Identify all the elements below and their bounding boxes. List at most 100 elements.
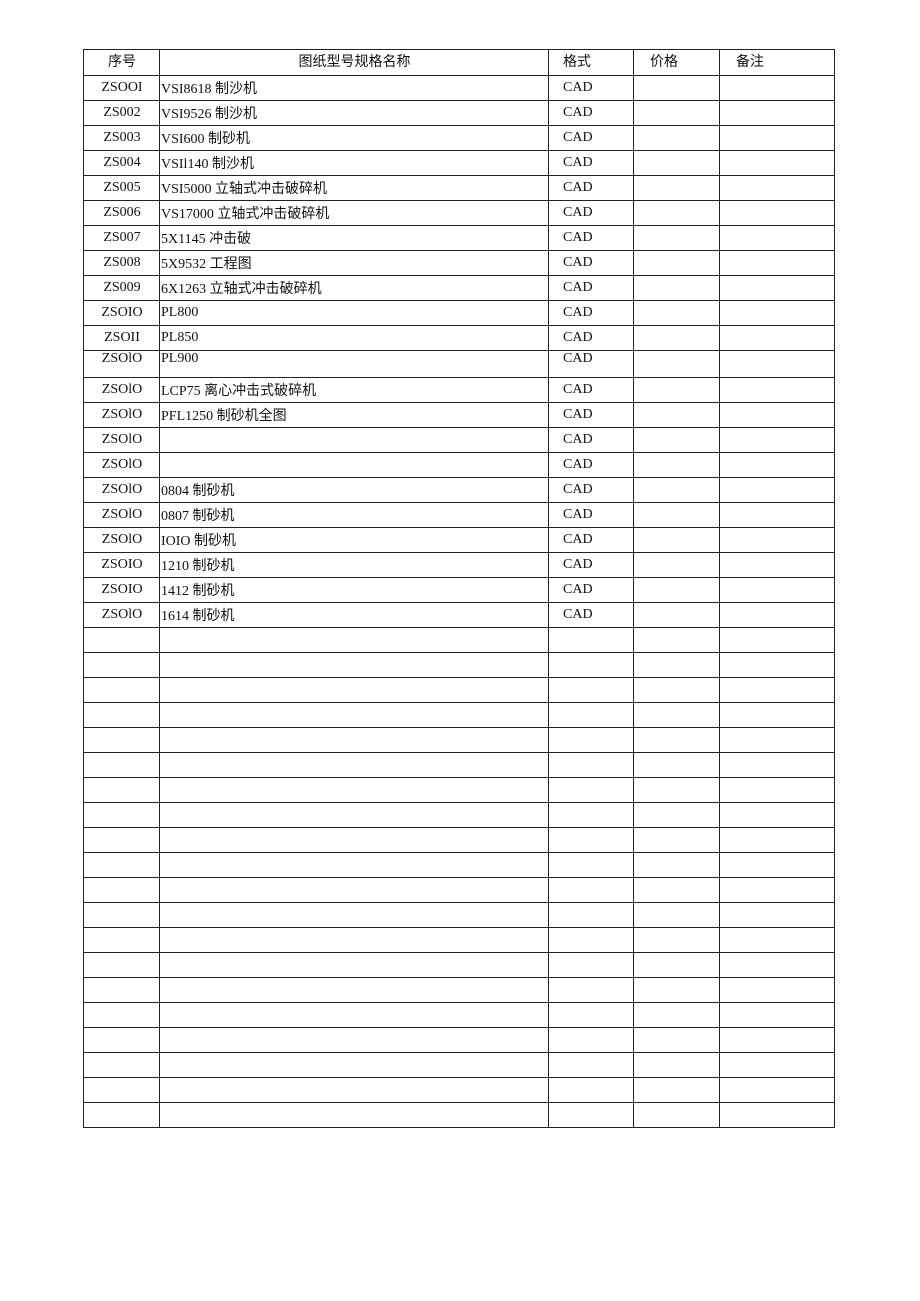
- empty-cell: [719, 752, 835, 778]
- cell-no: ZS004: [83, 150, 160, 176]
- empty-table-row: [83, 652, 835, 678]
- cell-format: CAD: [548, 350, 634, 378]
- cell-no: ZSOOI: [83, 75, 160, 101]
- empty-cell: [548, 1027, 634, 1053]
- empty-cell: [719, 652, 835, 678]
- empty-cell: [633, 952, 720, 978]
- cell-no: ZSOlO: [83, 402, 160, 428]
- table-row: ZS007 5X1145 冲击破 CAD: [83, 225, 835, 251]
- cell-price: [633, 377, 720, 403]
- cell-format: CAD: [548, 225, 634, 251]
- empty-cell: [83, 1002, 160, 1028]
- cell-format: CAD: [548, 377, 634, 403]
- empty-cell: [83, 727, 160, 753]
- empty-cell: [633, 802, 720, 828]
- cell-format: CAD: [548, 125, 634, 151]
- cell-price: [633, 602, 720, 628]
- table-row: ZSOlO IOIO 制砂机 CAD: [83, 527, 835, 553]
- table-row: ZSOlO 1614 制砂机 CAD: [83, 602, 835, 628]
- table-row: ZS003 VSI600 制砂机 CAD: [83, 125, 835, 151]
- cell-no: ZSOlO: [83, 502, 160, 528]
- empty-cell: [548, 827, 634, 853]
- empty-table-row: [83, 977, 835, 1003]
- cell-name: 6X1263 立轴式冲击破碎机: [159, 275, 549, 301]
- empty-cell: [83, 977, 160, 1003]
- cell-format: CAD: [548, 552, 634, 578]
- cell-note: [719, 552, 835, 578]
- cell-name: 1210 制砂机: [159, 552, 549, 578]
- cell-note: [719, 577, 835, 603]
- empty-cell: [83, 952, 160, 978]
- empty-cell: [83, 802, 160, 828]
- cell-price: [633, 125, 720, 151]
- empty-cell: [548, 877, 634, 903]
- empty-table-row: [83, 802, 835, 828]
- cell-format: CAD: [548, 100, 634, 126]
- empty-table-row: [83, 627, 835, 653]
- empty-cell: [548, 1002, 634, 1028]
- empty-cell: [633, 1027, 720, 1053]
- cell-format: CAD: [548, 175, 634, 201]
- empty-cell: [719, 927, 835, 953]
- empty-cell: [633, 902, 720, 928]
- empty-cell: [159, 702, 549, 728]
- cell-price: [633, 75, 720, 101]
- cell-format: CAD: [548, 275, 634, 301]
- cell-price: [633, 350, 720, 378]
- empty-cell: [719, 902, 835, 928]
- cell-no: ZSOIO: [83, 577, 160, 603]
- cell-note: [719, 602, 835, 628]
- empty-table-row: [83, 702, 835, 728]
- cell-format: CAD: [548, 452, 634, 478]
- empty-cell: [719, 727, 835, 753]
- header-no: 序号: [83, 49, 160, 76]
- cell-format: CAD: [548, 577, 634, 603]
- cell-no: ZSOlO: [83, 452, 160, 478]
- empty-table-row: [83, 1052, 835, 1078]
- empty-table-row: [83, 1102, 835, 1128]
- cell-name: VSI8618 制沙机: [159, 75, 549, 101]
- cell-name: PL850: [159, 325, 549, 351]
- cell-note: [719, 452, 835, 478]
- table-row: ZSOlO LCP75 离心冲击式破碎机 CAD: [83, 377, 835, 403]
- cell-note: [719, 377, 835, 403]
- empty-cell: [548, 802, 634, 828]
- empty-table-row: [83, 902, 835, 928]
- empty-cell: [719, 702, 835, 728]
- header-format: 格式: [548, 49, 634, 76]
- empty-cell: [83, 627, 160, 653]
- empty-cell: [159, 727, 549, 753]
- cell-name: [159, 427, 549, 453]
- cell-name: VSIl140 制沙机: [159, 150, 549, 176]
- table-row: ZSOIO PL800 CAD: [83, 300, 835, 326]
- empty-cell: [159, 1102, 549, 1128]
- cell-no: ZSOIO: [83, 552, 160, 578]
- cell-price: [633, 150, 720, 176]
- cell-name: 1614 制砂机: [159, 602, 549, 628]
- cell-price: [633, 502, 720, 528]
- empty-cell: [159, 677, 549, 703]
- cell-note: [719, 125, 835, 151]
- empty-cell: [719, 1077, 835, 1103]
- empty-cell: [83, 927, 160, 953]
- table-row: ZSOIO 1412 制砂机 CAD: [83, 577, 835, 603]
- cell-name: PL900: [159, 350, 549, 378]
- cell-no: ZS008: [83, 250, 160, 276]
- cell-format: CAD: [548, 150, 634, 176]
- empty-cell: [159, 627, 549, 653]
- empty-table-row: [83, 727, 835, 753]
- table-row: ZS009 6X1263 立轴式冲击破碎机 CAD: [83, 275, 835, 301]
- cell-note: [719, 477, 835, 503]
- empty-cell: [548, 727, 634, 753]
- cell-name: [159, 452, 549, 478]
- cell-note: [719, 527, 835, 553]
- cell-note: [719, 175, 835, 201]
- empty-cell: [719, 677, 835, 703]
- empty-cell: [633, 877, 720, 903]
- empty-cell: [83, 777, 160, 803]
- cell-name: 5X1145 冲击破: [159, 225, 549, 251]
- table-row: ZS008 5X9532 工程图 CAD: [83, 250, 835, 276]
- cell-no: ZSOlO: [83, 350, 160, 378]
- empty-cell: [633, 677, 720, 703]
- cell-note: [719, 427, 835, 453]
